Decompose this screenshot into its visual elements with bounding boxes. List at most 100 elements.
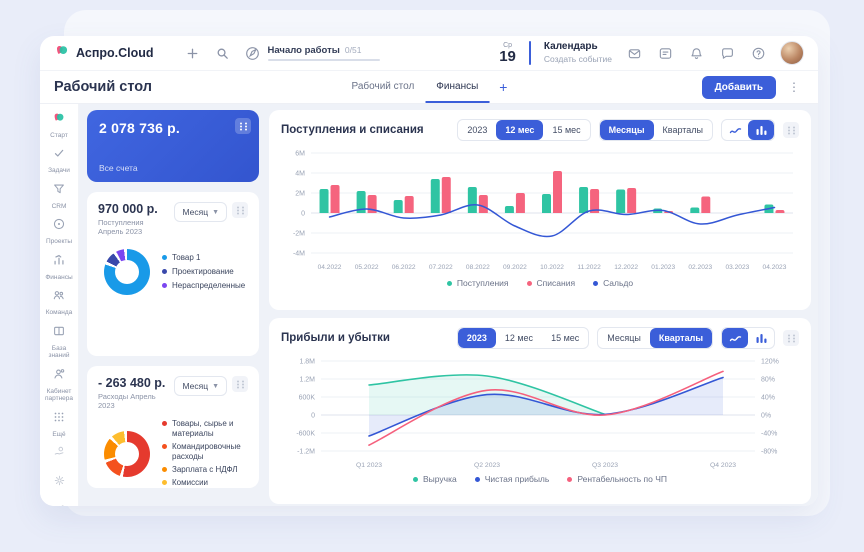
chat-icon[interactable]: [718, 44, 736, 62]
chevron-down-icon: ▼: [212, 208, 219, 216]
bar-chart-view-button[interactable]: [748, 120, 774, 140]
svg-text:06.2022: 06.2022: [392, 264, 416, 271]
app-logo[interactable]: Аспро.Cloud: [54, 43, 154, 64]
sidebar-item-label: Задачи: [48, 167, 70, 175]
sidebar-item-crm[interactable]: CRM: [42, 182, 76, 210]
sidebar-item-more[interactable]: Ещё: [42, 410, 76, 438]
notes-icon[interactable]: [656, 44, 674, 62]
svg-text:08.2022: 08.2022: [466, 264, 490, 271]
drag-handle-icon[interactable]: [783, 330, 799, 346]
onboarding-count: 0/51: [344, 44, 362, 55]
svg-text:10.2022: 10.2022: [540, 264, 564, 271]
segment-button-12 мес[interactable]: 12 мес: [496, 120, 544, 140]
accounts-balance-card[interactable]: 2 078 736 р. Все счета: [87, 110, 259, 182]
knowledge-icon: [52, 324, 66, 343]
sidebar-item-partner[interactable]: Кабинет партнера: [42, 367, 76, 403]
cashflow-period-group: 2023 12 мес 15 мес: [457, 119, 591, 141]
drag-handle-icon[interactable]: [783, 122, 799, 138]
legend-item: Зарплата с НДФЛ: [162, 465, 248, 475]
mail-icon[interactable]: [625, 44, 643, 62]
legend-dot-icon: [446, 280, 452, 286]
svg-text:12.2022: 12.2022: [614, 264, 638, 271]
sidebar-item-logo[interactable]: Старт: [42, 111, 76, 139]
legend-item: Товар 1: [162, 253, 245, 263]
sidebar-item-tasks[interactable]: Задачи: [42, 146, 76, 174]
add-widget-button[interactable]: Добавить: [701, 75, 776, 99]
income-period-dropdown[interactable]: Месяц ▼: [174, 202, 227, 222]
svg-text:11.2022: 11.2022: [577, 264, 601, 271]
svg-text:80%: 80%: [761, 377, 775, 384]
dashboard-content: 2 078 736 р. Все счета 970 000 р. Поступ…: [79, 104, 818, 506]
segment-button-Кварталы[interactable]: Кварталы: [649, 328, 712, 348]
svg-text:-80%: -80%: [761, 449, 777, 456]
segment-button-Месяцы[interactable]: Месяцы: [598, 328, 650, 348]
cashflow-chart-title: Поступления и списания: [281, 124, 424, 136]
sidebar-item-team[interactable]: Команда: [42, 288, 76, 316]
pl-chart-title: Прибыли и убытки: [281, 332, 390, 344]
svg-text:Q3 2023: Q3 2023: [592, 462, 618, 469]
search-icon[interactable]: [214, 44, 232, 62]
segment-button-15 мес[interactable]: 15 мес: [543, 120, 590, 140]
create-plus-icon[interactable]: [184, 44, 202, 62]
tab-Финансы[interactable]: Финансы: [425, 71, 490, 103]
svg-text:-4M: -4M: [293, 251, 305, 258]
rocket-icon: [244, 44, 262, 62]
calendar-widget[interactable]: Календарь Создать событие: [544, 41, 612, 64]
cashflow-chart-card: Поступления и списания 2023 12 мес 15 мес …: [269, 110, 811, 310]
hand-coin-icon[interactable]: [53, 445, 66, 463]
sidebar-item-projects[interactable]: Проекты: [42, 217, 76, 245]
segment-button-Кварталы[interactable]: Кварталы: [653, 120, 712, 140]
expense-donut-chart: [104, 430, 150, 477]
drag-handle-icon[interactable]: [235, 118, 251, 134]
svg-text:04.2022: 04.2022: [318, 264, 342, 271]
partner-icon: [52, 367, 66, 386]
add-tab-button[interactable]: +: [499, 79, 508, 95]
drag-handle-icon[interactable]: [232, 202, 248, 218]
svg-text:02.2023: 02.2023: [688, 264, 712, 271]
finance-icon: [52, 253, 66, 272]
legend-item: Товары, сырье и материалы: [162, 419, 248, 439]
segment-button-2023[interactable]: 2023: [458, 120, 497, 140]
bell-icon[interactable]: [687, 44, 705, 62]
sidebar-item-knowledge[interactable]: База знаний: [42, 324, 76, 360]
expense-period-dropdown[interactable]: Месяц ▼: [174, 376, 227, 396]
legend-item: Комиссии: [162, 478, 248, 488]
segment-button-2023[interactable]: 2023: [457, 328, 496, 348]
segment-button-Месяцы[interactable]: Месяцы: [599, 120, 654, 140]
cashflow-mode-group: Месяцы Кварталы: [598, 119, 713, 141]
svg-text:Q4 2023: Q4 2023: [710, 462, 736, 469]
bar-chart-view-button[interactable]: [748, 328, 774, 348]
sidebar-item-label: Финансы: [45, 273, 73, 281]
sidebar-item-finance[interactable]: Финансы: [42, 253, 76, 281]
svg-text:03.2023: 03.2023: [725, 264, 749, 271]
segment-button-15 мес[interactable]: 15 мес: [542, 328, 589, 348]
legend-dot-icon: [567, 476, 573, 482]
drag-handle-icon[interactable]: [232, 376, 248, 392]
chart-legend-item: Чистая прибыль: [474, 474, 549, 485]
user-avatar[interactable]: [780, 41, 804, 65]
line-chart-view-button[interactable]: [722, 328, 748, 348]
income-amount: 970 000 р.: [98, 202, 158, 216]
pl-period-group: 2023 12 мес 15 мес: [456, 327, 590, 349]
pl-area-chart: 1.8M 120% 1.2M 80% 600K 40% 0 0% -600K -40% -1.2M -…: [296, 359, 779, 470]
segment-button-12 мес[interactable]: 12 мес: [495, 328, 543, 348]
legend-dot-icon: [162, 421, 167, 426]
kebab-menu-icon[interactable]: ⋮: [788, 80, 800, 94]
tab-Рабочий стол[interactable]: Рабочий стол: [351, 80, 415, 92]
legend-dot-icon: [593, 280, 599, 286]
svg-text:6M: 6M: [295, 151, 305, 158]
pl-mode-group: Месяцы Кварталы: [597, 327, 713, 349]
income-subtitle: Поступления Апрель 2023: [98, 218, 144, 236]
calendar-divider: [528, 41, 531, 65]
megaphone-icon[interactable]: [53, 503, 66, 506]
svg-text:1.8M: 1.8M: [299, 359, 315, 366]
help-icon[interactable]: [749, 44, 767, 62]
sidebar-item-label: CRM: [51, 202, 67, 210]
svg-text:-600K: -600K: [296, 431, 315, 438]
gear-icon[interactable]: [53, 474, 66, 492]
svg-text:120%: 120%: [761, 359, 779, 366]
line-chart-view-button[interactable]: [722, 120, 748, 140]
onboarding-progress[interactable]: Начало работы 0/51: [244, 44, 380, 62]
crm-icon: [52, 182, 66, 201]
calendar-date[interactable]: Ср 19: [499, 42, 516, 64]
